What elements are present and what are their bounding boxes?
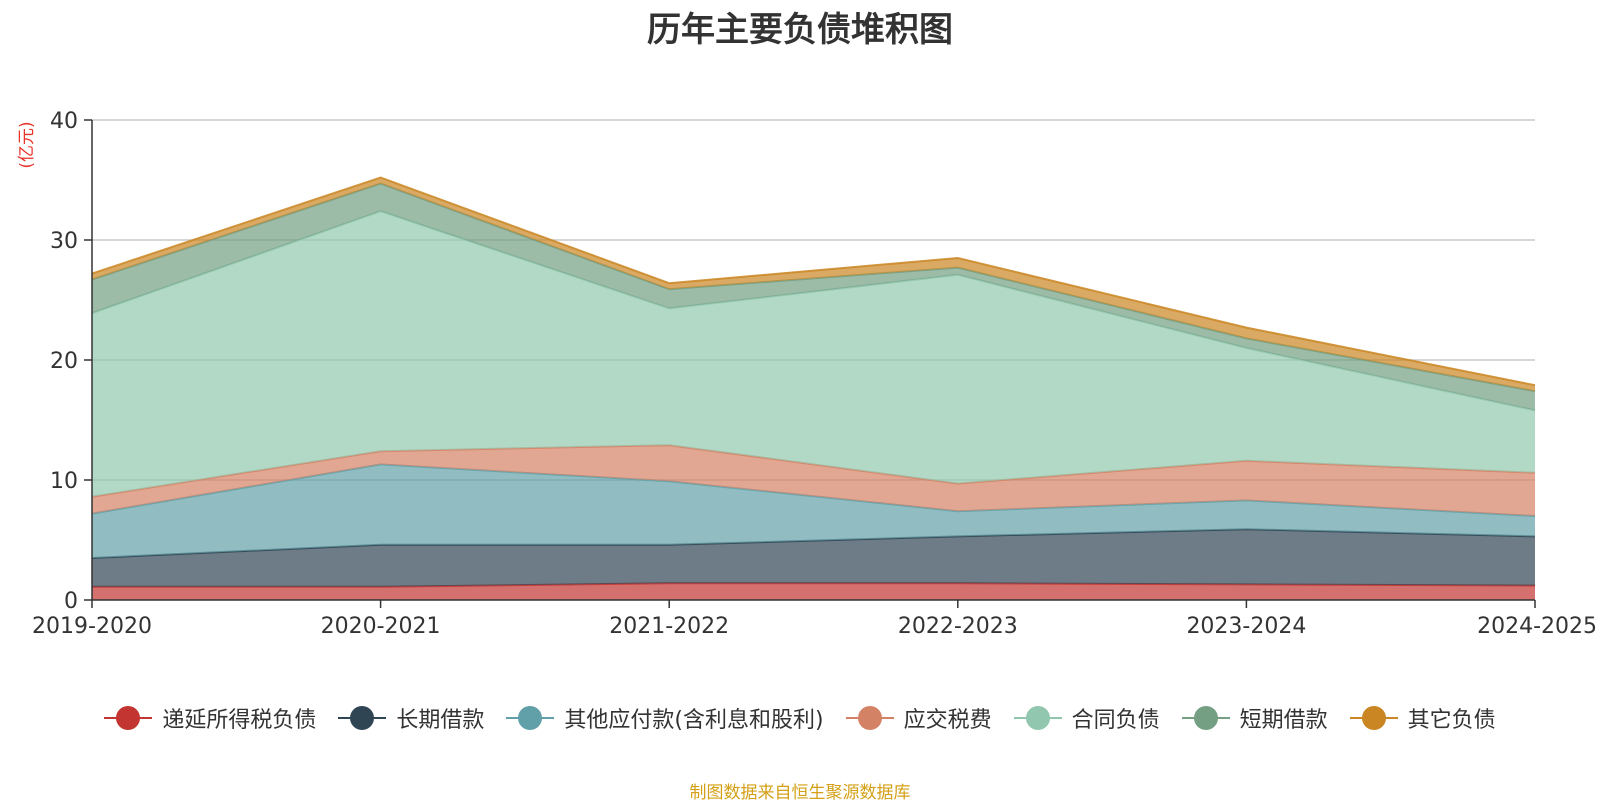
legend-label: 短期借款 (1239, 708, 1328, 733)
legend-label: 应交税费 (903, 708, 992, 733)
x-tick-label: 2020-2021 (321, 614, 441, 639)
legend-label: 合同负债 (1071, 708, 1160, 733)
source-note: 制图数据来自恒生聚源数据库 (689, 783, 911, 803)
x-tick-label: 2021-2022 (609, 614, 729, 639)
legend-marker-icon (1349, 706, 1398, 730)
legend-marker-icon (506, 706, 555, 730)
legend-marker-icon (1013, 706, 1062, 730)
legend-item[interactable]: 合同负债 (1013, 702, 1160, 734)
x-tick-label: 2022-2023 (898, 614, 1018, 639)
legend-marker-icon (845, 706, 894, 730)
legend-marker-icon (338, 706, 387, 730)
y-tick-label: 0 (64, 589, 78, 614)
legend-label: 其它负债 (1407, 708, 1496, 733)
legend-marker-icon (104, 706, 153, 730)
y-axis-label: (亿元) (17, 121, 37, 168)
area-series (91, 176, 1536, 600)
y-tick-label: 10 (50, 469, 78, 494)
area-edge-其它负债 (91, 176, 1536, 387)
x-tick-label: 2023-2024 (1186, 614, 1306, 639)
y-tick-label: 20 (50, 349, 78, 374)
legend-item[interactable]: 应交税费 (845, 702, 992, 734)
legend-item[interactable]: 短期借款 (1181, 702, 1328, 734)
area-应交税费 (92, 445, 1535, 516)
axes: 0 10 20 30 40 2019-2020 2020-2021 2021-2022 2022… (32, 109, 1597, 639)
legend-item[interactable]: 其他应付款(含利息和股利) (506, 702, 824, 734)
area-合同负债 (92, 211, 1535, 497)
area-递延所得税负债 (92, 583, 1535, 600)
legend-item[interactable]: 递延所得税负债 (104, 702, 316, 734)
area-其他应付款(含利息和股利) (92, 464, 1535, 558)
x-tick-label: 2024-2025 (1477, 614, 1597, 639)
legend-label: 递延所得税负债 (162, 708, 317, 733)
x-tick-label: 2019-2020 (32, 614, 152, 639)
legend: 递延所得税负债 长期借款 其他应付款(含利息和股利) 应交税费 合同负债 短期借款 其它负债 (0, 702, 1600, 734)
y-tick-label: 30 (50, 229, 78, 254)
chart-title: 历年主要负债堆积图 (647, 10, 953, 50)
legend-label: 其他应付款(含利息和股利) (564, 708, 824, 733)
legend-label: 长期借款 (396, 708, 485, 733)
legend-item[interactable]: 长期借款 (338, 702, 484, 734)
area-长期借款 (92, 529, 1535, 587)
legend-item[interactable]: 其它负债 (1349, 702, 1496, 734)
y-tick-label: 40 (50, 109, 78, 134)
legend-marker-icon (1181, 706, 1230, 730)
